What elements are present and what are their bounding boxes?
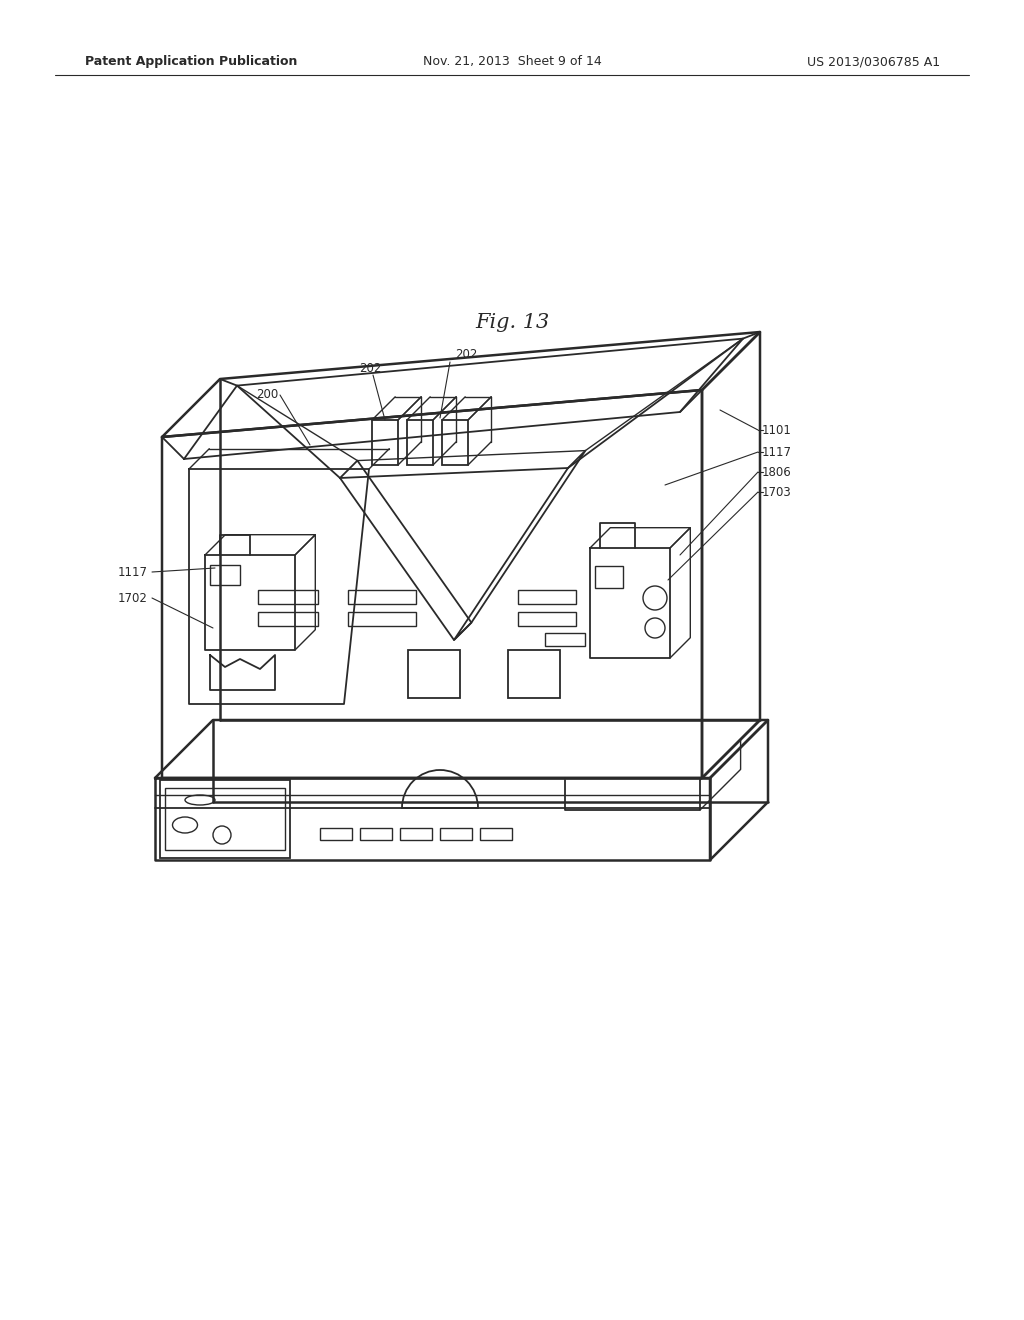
Text: 1101: 1101 (762, 424, 792, 437)
Bar (160, 780, 290, 858)
Bar (407, 420, 433, 465)
Bar (258, 590, 318, 605)
Text: 202: 202 (358, 362, 381, 375)
Bar (348, 590, 416, 605)
Bar (210, 565, 240, 585)
Bar (442, 420, 468, 465)
Text: Patent Application Publication: Patent Application Publication (85, 55, 297, 69)
Bar (518, 612, 575, 626)
Text: US 2013/0306785 A1: US 2013/0306785 A1 (807, 55, 940, 69)
Text: 200: 200 (256, 388, 278, 401)
Bar (165, 788, 285, 850)
Text: Nov. 21, 2013  Sheet 9 of 14: Nov. 21, 2013 Sheet 9 of 14 (423, 55, 601, 69)
Text: 1702: 1702 (118, 591, 148, 605)
Bar (408, 649, 460, 698)
Text: 1806: 1806 (762, 466, 792, 479)
Bar (319, 828, 352, 840)
Bar (545, 634, 585, 645)
Text: 1117: 1117 (118, 565, 148, 578)
Bar (595, 566, 623, 587)
Text: 202: 202 (455, 348, 477, 362)
Bar (348, 612, 416, 626)
Text: Fig. 13: Fig. 13 (475, 314, 549, 333)
Bar (372, 420, 398, 465)
Bar (258, 612, 318, 626)
Text: 1117: 1117 (762, 446, 792, 458)
Bar (480, 828, 512, 840)
Text: 1703: 1703 (762, 486, 792, 499)
Bar (440, 828, 472, 840)
Bar (508, 649, 560, 698)
Bar (518, 590, 575, 605)
Bar (400, 828, 432, 840)
Bar (360, 828, 392, 840)
